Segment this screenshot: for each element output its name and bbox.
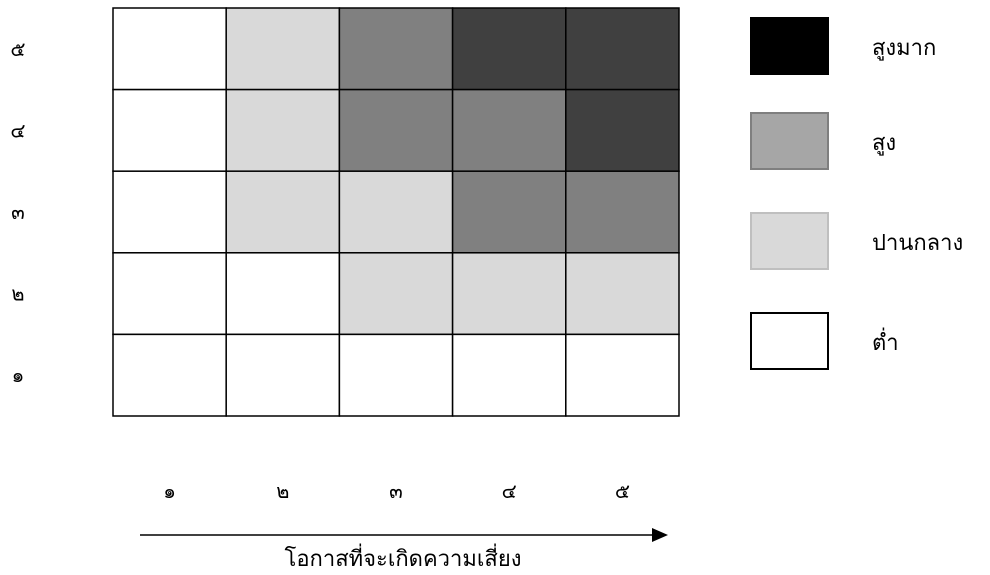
heatmap-cell-x3-y3 xyxy=(338,170,454,254)
heatmap-cell-x1-y4 xyxy=(112,88,227,172)
heatmap-cells xyxy=(112,7,680,417)
heatmap-cell-x4-y2 xyxy=(451,252,567,336)
heatmap-cell-x1-y1 xyxy=(112,333,227,417)
heatmap-cell-x2-y3 xyxy=(225,170,341,254)
heatmap-cell-x5-y5 xyxy=(565,7,680,91)
y-tick-label: ๔ xyxy=(10,118,25,142)
x-axis-title: โอกาสที่จะเกิดความเสี่ยง xyxy=(285,543,522,572)
legend-label: ต่ำ xyxy=(872,327,899,356)
x-tick-label: ๑ xyxy=(163,479,176,503)
heatmap-cell-x3-y5 xyxy=(338,7,454,91)
legend-label: สูงมาก xyxy=(872,36,936,61)
x-tick-label: ๒ xyxy=(276,479,289,503)
heatmap-cell-x3-y1 xyxy=(338,333,454,417)
heatmap-cell-x4-y4 xyxy=(451,88,567,172)
x-tick-label: ๓ xyxy=(389,479,403,503)
y-tick-label: ๓ xyxy=(11,200,25,224)
legend-swatch xyxy=(750,212,829,270)
heatmap-cell-x2-y2 xyxy=(225,252,341,336)
x-axis-arrow-head xyxy=(652,528,668,542)
heatmap-cell-x5-y4 xyxy=(565,88,680,172)
x-axis: โอกาสที่จะเกิดความเสี่ยง xyxy=(140,528,668,572)
heatmap-cell-x1-y3 xyxy=(112,170,227,254)
heatmap-cell-x1-y2 xyxy=(112,252,227,336)
heatmap-cell-x1-y5 xyxy=(112,7,227,91)
legend-swatch xyxy=(750,17,829,75)
heatmap-cell-x3-y4 xyxy=(338,88,454,172)
x-tick-label: ๔ xyxy=(502,479,517,503)
heatmap-cell-x4-y1 xyxy=(451,333,567,417)
heatmap-cell-x4-y5 xyxy=(451,7,567,91)
x-tick-labels: ๑ ๒ ๓ ๔ ๕ xyxy=(163,479,630,503)
heatmap-cell-x5-y3 xyxy=(565,170,680,254)
heatmap-cell-x4-y3 xyxy=(451,170,567,254)
heatmap-cell-x2-y1 xyxy=(225,333,341,417)
y-tick-label: ๒ xyxy=(11,282,24,306)
heatmap-cell-x5-y2 xyxy=(565,252,680,336)
legend-label: ปานกลาง xyxy=(872,231,963,256)
y-tick-label: ๑ xyxy=(12,363,25,387)
heatmap-cell-x2-y4 xyxy=(225,88,341,172)
legend-swatch xyxy=(750,312,829,370)
legend-swatch xyxy=(750,112,829,170)
legend-label: สูง xyxy=(872,131,896,156)
heatmap-cell-x5-y1 xyxy=(565,333,680,417)
y-tick-label: ๕ xyxy=(10,37,25,61)
heatmap-cell-x2-y5 xyxy=(225,7,341,91)
heatmap-cell-x3-y2 xyxy=(338,252,454,336)
x-tick-label: ๕ xyxy=(615,479,630,503)
